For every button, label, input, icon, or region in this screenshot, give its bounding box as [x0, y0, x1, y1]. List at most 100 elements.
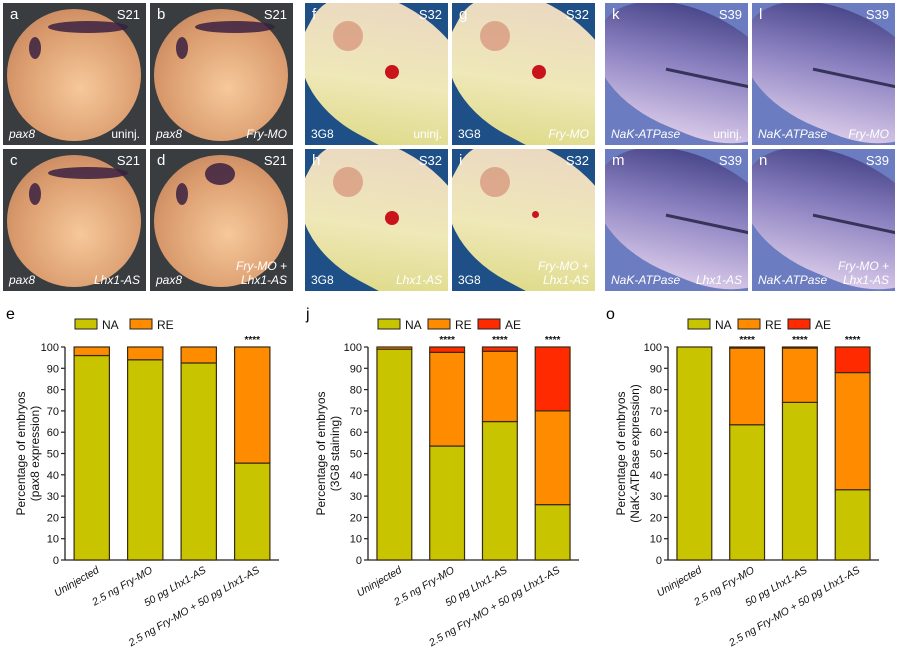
y-tick-label: 70 — [350, 406, 362, 418]
legend-label-na: NA — [715, 318, 732, 332]
y-tick-label: 80 — [650, 385, 662, 397]
image-panel-n: n S39 NaK-ATPase Fry-MO + Lhx1-AS — [752, 149, 895, 291]
image-panel-k: k S39 NaK-ATPase uninj. — [605, 3, 748, 145]
significance-marker: **** — [845, 335, 861, 346]
y-tick-label: 50 — [350, 449, 362, 461]
marker-label: NaK-ATPase — [611, 127, 681, 141]
condition-line: Lhx1-AS — [395, 273, 442, 287]
bar-segment-re — [481, 350, 518, 423]
legend-swatch-re — [737, 318, 761, 330]
expression-stripe — [205, 163, 235, 185]
condition-line: Lhx1-AS — [240, 273, 287, 287]
y-tick-label: 90 — [47, 363, 59, 375]
stage-label: S32 — [565, 153, 589, 168]
stage-label: S32 — [565, 7, 589, 22]
stage-label: S39 — [718, 7, 742, 22]
condition-line: Fry-MO — [548, 127, 589, 141]
y-tick-label: 100 — [344, 342, 362, 354]
y-tick-label: 100 — [644, 342, 662, 354]
image-panel-b: b S21 pax8 Fry-MO — [150, 3, 293, 145]
y-axis-label-line: Percentage of embryos — [314, 391, 328, 515]
bar-segment-ae — [534, 346, 571, 412]
bar-segment-na — [481, 420, 518, 561]
y-axis-label-line: (pax8 expression) — [28, 406, 42, 501]
legend-swatch-ae — [477, 318, 501, 330]
y-tick-label: 90 — [650, 363, 662, 375]
pronephros-stain — [385, 65, 399, 79]
condition-label: Lhx1-AS — [396, 273, 442, 287]
image-panel-l: l S39 NaK-ATPase Fry-MO — [752, 3, 895, 145]
significance-marker: **** — [244, 335, 260, 346]
y-tick-label: 90 — [350, 363, 362, 375]
legend-label-re: RE — [765, 318, 782, 332]
y-axis-label-line: (NaK-ATPase expression) — [628, 384, 642, 523]
condition-line: Lhx1-AS — [695, 273, 742, 287]
condition-line: uninj. — [111, 127, 140, 141]
condition-line: uninj. — [713, 127, 742, 141]
y-tick-label: 60 — [650, 427, 662, 439]
y-tick-label: 60 — [350, 427, 362, 439]
image-panel-d: d S21 pax8 Fry-MO + Lhx1-AS — [150, 149, 293, 291]
bar-segment-na — [233, 462, 271, 561]
marker-label: 3G8 — [458, 127, 481, 141]
marker-label: pax8 — [156, 273, 183, 287]
stage-label: S32 — [418, 7, 442, 22]
bar-segment-re — [376, 346, 413, 350]
y-tick-label: 70 — [650, 406, 662, 418]
chart-letter: j — [306, 306, 310, 323]
bar-segment-na — [534, 504, 571, 561]
specimen-body — [305, 149, 448, 291]
panel-letter: c — [10, 152, 18, 169]
bar-segment-re — [781, 347, 818, 403]
stage-label: S39 — [718, 153, 742, 168]
eye — [333, 167, 363, 197]
image-panel-f: f S32 3G8 uninj. — [305, 3, 448, 145]
legend-swatch-ae — [787, 318, 811, 330]
bar-segment-re — [834, 371, 871, 491]
stage-label: S39 — [865, 153, 889, 168]
bar-segment-re — [180, 346, 218, 364]
condition-line: uninj. — [413, 127, 442, 141]
significance-marker: **** — [739, 335, 755, 346]
marker-label: pax8 — [9, 273, 36, 287]
significance-marker: **** — [792, 335, 808, 346]
legend-swatch-re — [129, 318, 153, 330]
y-tick-label: 30 — [47, 491, 59, 503]
legend-swatch-na — [687, 318, 711, 330]
y-tick-label: 10 — [350, 534, 362, 546]
condition-label: uninj. — [111, 127, 140, 141]
image-panel-i: i S32 3G8 Fry-MO + Lhx1-AS — [452, 149, 595, 291]
panel-letter: l — [759, 6, 763, 23]
bar-segment-na — [781, 401, 818, 561]
stage-label: S21 — [116, 7, 140, 22]
legend-swatch-na — [377, 318, 401, 330]
y-tick-label: 30 — [350, 491, 362, 503]
y-tick-label: 20 — [47, 512, 59, 524]
image-panel-c: c S21 pax8 Lhx1-AS — [3, 149, 146, 291]
condition-label: uninj. — [713, 127, 742, 141]
bar-segment-na — [676, 346, 713, 561]
bar-segment-na — [376, 348, 413, 561]
bar-segment-na — [126, 359, 164, 561]
specimen-body — [605, 3, 748, 145]
y-axis-label-line: Percentage of embryos — [14, 391, 28, 515]
pronephros-stain — [532, 65, 546, 79]
bar-segment-na — [729, 424, 766, 561]
expression-stripe — [195, 21, 275, 33]
panel-letter: d — [157, 152, 166, 169]
image-panel-g: g S32 3G8 Fry-MO — [452, 3, 595, 145]
stage-label: S32 — [418, 153, 442, 168]
panel-letter: m — [612, 152, 625, 169]
y-tick-label: 0 — [656, 555, 662, 567]
y-tick-label: 30 — [650, 491, 662, 503]
specimen-body — [752, 3, 895, 145]
legend-label-na: NA — [102, 318, 119, 332]
chart-j-svg: NA RE AE 0 10 20 30 40 50 60 70 80 90 100 Percentage o… — [314, 318, 579, 648]
y-tick-label: 70 — [47, 406, 59, 418]
stage-label: S39 — [865, 7, 889, 22]
condition-label: Fry-MO + Lhx1-AS — [538, 259, 589, 287]
specimen-body — [305, 3, 448, 145]
image-panel-a: a S21 pax8 uninj. — [3, 3, 146, 145]
y-tick-label: 0 — [356, 555, 362, 567]
marker-label: 3G8 — [311, 127, 334, 141]
